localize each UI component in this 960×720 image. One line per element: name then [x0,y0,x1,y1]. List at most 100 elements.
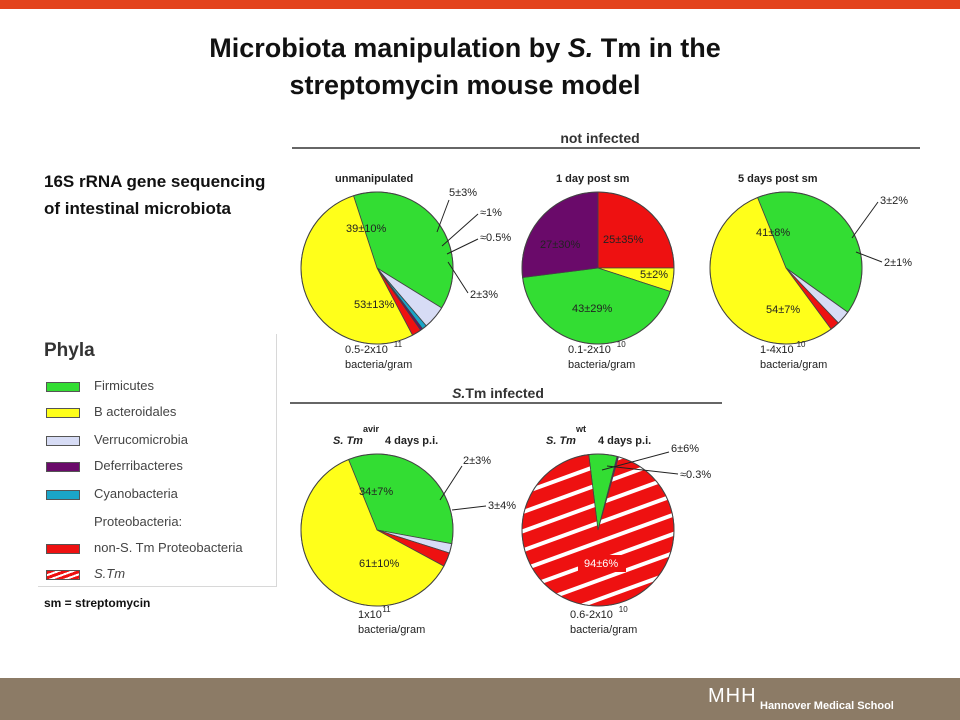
pie-caption-exponent: 11 [382,605,391,614]
slice-data-label: 3±4% [488,500,516,512]
group-header-not-infected: not infected [560,130,639,146]
legend-item: Firmicutes [46,378,276,396]
legend-title: Phyla [44,340,95,361]
pie-caption-units: bacteria/gram [760,359,827,371]
footer-school-name: Hannover Medical School [760,700,894,712]
legend-swatch [46,570,80,580]
pie-title: unmanipulated [335,173,413,185]
slice-data-label: 43±29% [572,303,613,315]
legend-label: Deferribacteres [94,458,183,473]
pie-outline [709,191,863,345]
slice-leader-line [447,261,469,294]
slice-leader-line [446,238,479,255]
slide-title: Microbiota manipulation by S. Tm in the … [100,30,830,104]
legend-label: non-S. Tm Proteobacteria [94,540,243,555]
legend-label: Proteobacteria: [94,514,183,529]
slice-data-label: 2±3% [470,289,498,301]
slice-leader-line [851,201,879,239]
slice-data-label: 2±1% [884,257,912,269]
pie-caption-units: bacteria/gram [345,359,412,371]
pie-caption: 0.1-2x10 [568,344,611,356]
pie-caption-exponent: 10 [619,605,628,614]
legend-swatch [46,408,80,418]
pie-outline [300,191,454,345]
slice-leader-line [436,199,450,233]
slice-data-label: 54±7% [766,304,800,316]
pie-caption-units: bacteria/gram [570,624,637,636]
legend-item: Cyanobacteria [46,486,276,504]
pie-outline [521,453,675,607]
pie-outline [300,453,454,607]
legend-label: S.Tm [94,566,126,581]
slice-leader-line [855,251,883,263]
legend-swatch [46,544,80,554]
title-line1-italic: S. [567,33,594,63]
legend-item: S.Tm [46,566,276,584]
legend-label: Cyanobacteria [94,486,178,501]
pie-title: S. Tm [546,435,576,447]
legend-item: Verrucomicrobia [46,432,276,450]
pie-caption: 0.5-2x10 [345,344,388,356]
pie-caption: 1x10 [358,609,382,621]
title-line2: streptomycin mouse model [289,70,641,100]
legend-item: Proteobacteria: [46,514,276,532]
legend-item: Deferribacteres [46,458,276,476]
top-accent-bar [0,0,960,9]
phyla-legend: Phyla Firmicutes B acteroidales Verrucomic… [38,334,277,587]
pie-title: 1 day post sm [556,173,630,185]
pie-caption-exponent: 11 [394,340,403,349]
slice-data-label: 3±2% [880,195,908,207]
pie-caption-exponent: 10 [797,340,806,349]
pie-title-suffix: 4 days p.i. [598,435,651,447]
pie-caption-units: bacteria/gram [358,624,425,636]
slice-data-label: ≈0.5% [480,232,511,244]
legend-item: B acteroidales [46,404,276,422]
pie-chart: 41±8% 3±2% 2±1% 54±7% 5 days post sm 1-4x10 10… [709,173,912,371]
mhh-logo: MHH [708,685,757,707]
stm-label-background [578,555,626,572]
pie-chart: 25±35% 5±2% 43±29% 27±30% 1 day post sm 0.1-2… [521,173,675,371]
legend-label: B acteroidales [94,404,177,419]
pie-caption: 1-4x10 [760,344,794,356]
slice-leader-line [441,213,479,247]
slice-data-label: ≈0.3% [680,469,711,481]
slice-data-label: 25±35% [603,234,644,246]
pie-title-superscript: avir [363,424,380,434]
slice-data-label: 94±6% [584,558,618,570]
slice-data-label: 53±13% [354,299,395,311]
pie-charts-figure: not infected S.Tm infected 39±10% 5±3%≈1% ≈0… [290,130,920,636]
pie-outline [521,191,675,345]
slice-data-label: 2±3% [463,455,491,467]
slice-data-label: 5±3% [449,187,477,199]
slide-subtitle: 16S rRNA gene sequencing of intestinal m… [44,172,266,218]
abbreviation-note: sm = streptomycin [44,596,151,610]
slice-leader-line [606,465,679,475]
legend-swatch [46,436,80,446]
pie-caption: 0.6-2x10 [570,609,613,621]
pie-slice-proteobacteria [597,191,675,269]
slice-data-label: 5±2% [640,269,668,281]
legend-swatch [46,382,80,392]
pie-title: S. Tm [333,435,363,447]
legend-label: Verrucomicrobia [94,432,188,447]
legend-label: Firmicutes [94,378,154,393]
title-line1-prefix: Microbiota manipulation by [209,33,568,63]
slice-leader-line [451,505,487,511]
slice-data-label: 34±7% [359,486,393,498]
slice-data-label: ≈1% [480,207,502,219]
pie-slice-deferribacteres [521,191,599,278]
legend-item: non-S. Tm Proteobacteria [46,540,276,558]
slice-data-label: 41±8% [756,227,790,239]
slice-data-label: 6±6% [671,443,699,455]
slice-leader-line [439,465,463,501]
pie-title: 5 days post sm [738,173,818,185]
footer-bar [0,678,960,720]
group-header-infected: S.Tm infected [452,385,544,401]
legend-swatch [46,490,80,500]
pie-caption-units: bacteria/gram [568,359,635,371]
title-line1-suffix: Tm in the [593,33,721,63]
legend-swatch [46,462,80,472]
pie-chart: 39±10% 5±3%≈1% ≈0.5% 2±3% 53±13% unmanipulate… [300,173,511,371]
